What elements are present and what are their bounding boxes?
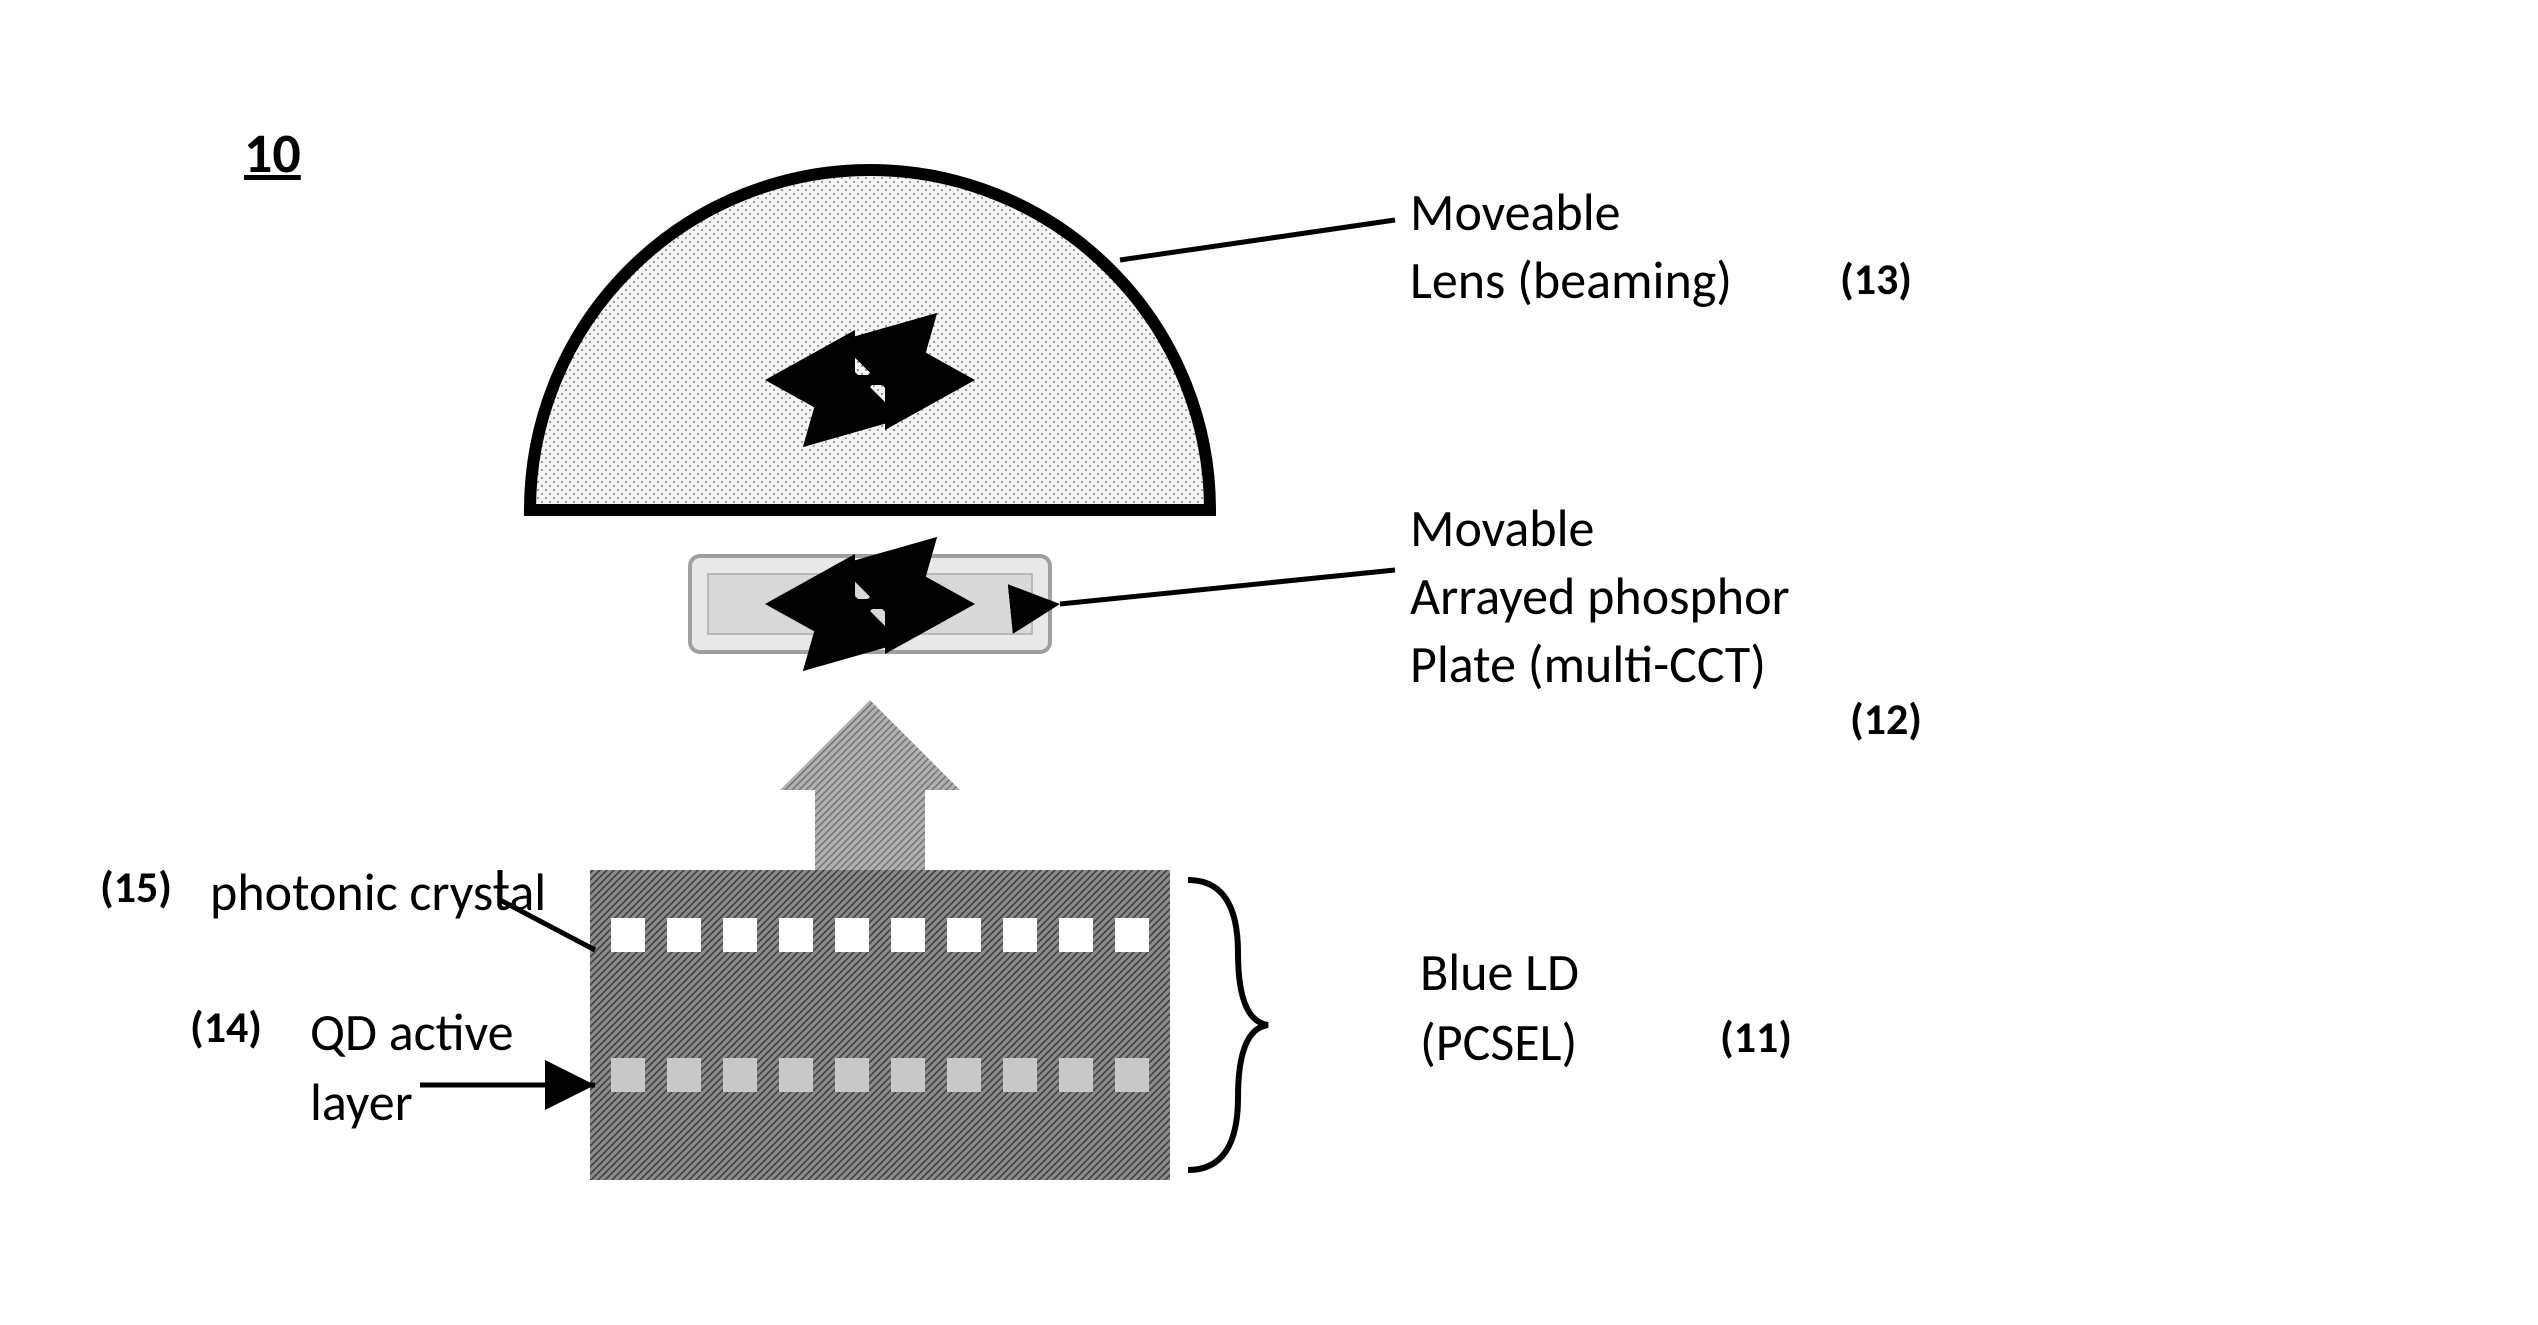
lens-label-l1: Moveable [1410, 180, 1621, 244]
phosphor-label-l2: Arrayed phosphor [1410, 564, 1790, 628]
blue-ld-brace [1188, 880, 1268, 1170]
phosphor-ref: (12) [1850, 692, 1922, 746]
phosphor-label-l3: Plate (multi-CCT) [1410, 632, 1766, 696]
qd-ref: (14) [190, 1000, 262, 1054]
lens-ref: (13) [1840, 252, 1912, 306]
blue-ld-label-l2: (PCSEL) [1420, 1010, 1577, 1074]
figure-number: 10 [244, 120, 301, 188]
photonic-crystal-ref: (15) [100, 860, 172, 914]
blue-ld-label-l1: Blue LD [1420, 940, 1579, 1004]
lens-dome [530, 170, 1210, 510]
photonic-crystal-label: photonic crystal [210, 860, 546, 924]
qd-label-l2: layer [310, 1070, 413, 1134]
blue-ld-ref: (11) [1720, 1010, 1792, 1064]
laser-body [590, 870, 1170, 1180]
qd-label-l1: QD active [310, 1000, 513, 1064]
phosphor-label-l1: Movable [1410, 496, 1594, 560]
lens-label-l2: Lens (beaming) [1410, 248, 1732, 312]
up-arrow [780, 700, 960, 880]
